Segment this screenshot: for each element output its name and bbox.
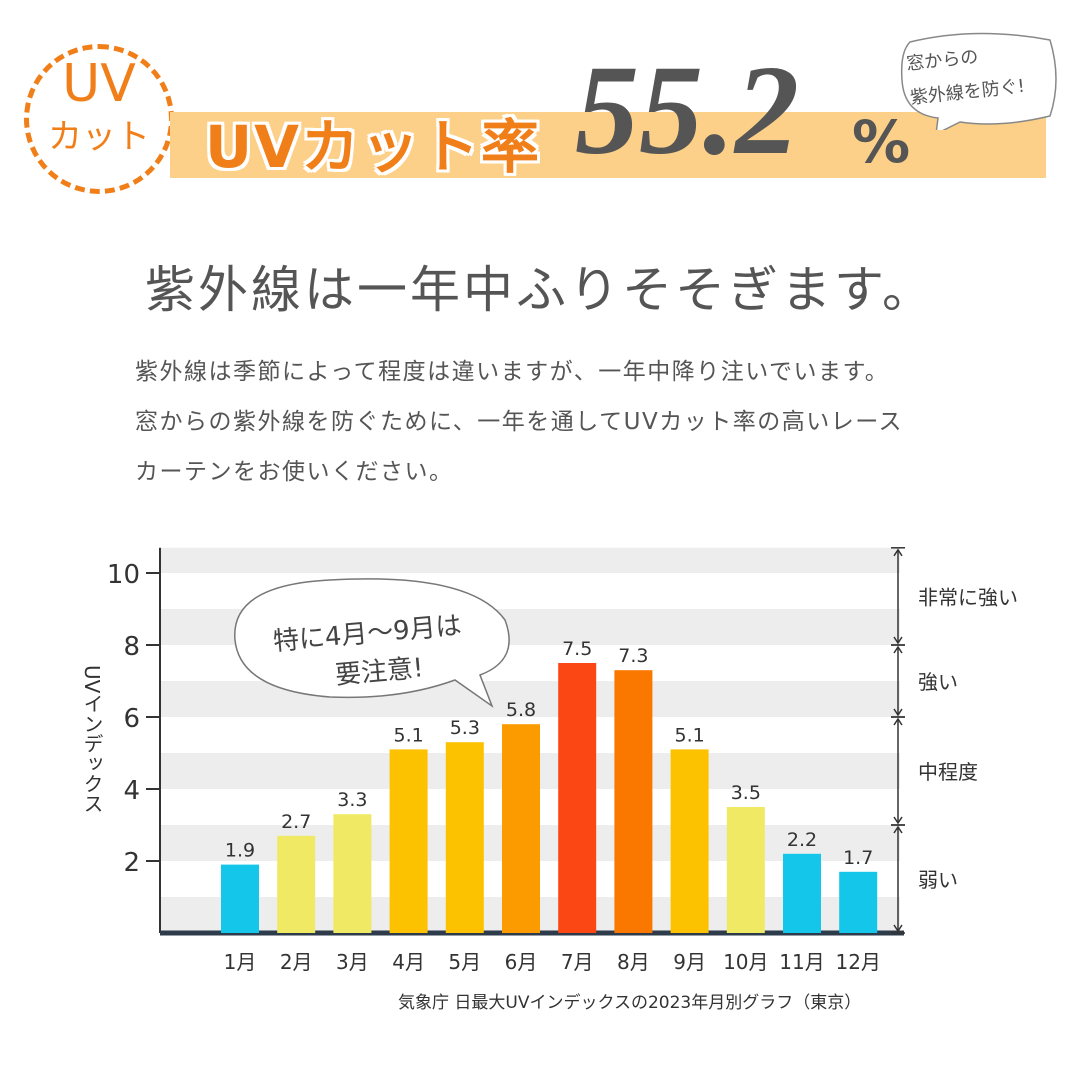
level-label: 強い (918, 670, 958, 694)
bar-5月 (445, 742, 484, 933)
x-tick-label: 1月 (224, 950, 257, 974)
arrow-down-icon (893, 636, 903, 645)
bar-value-label: 1.7 (843, 847, 873, 869)
paragraph-line-1: 紫外線は季節によって程度は違いますが、一年中降り注いでいます。 (135, 359, 890, 385)
bar-9月 (670, 749, 709, 933)
level-label: 非常に強い (918, 585, 1018, 609)
bar-value-label: 5.1 (674, 724, 704, 746)
bar-12月 (839, 871, 878, 933)
uv-index-chart: 2 4 6 8 10 1.9 1月 2.7 2月 3.3 3月 5.1 4月 5.3 5月 5.8 6月 7.5… (107, 547, 1018, 974)
arrow-up-icon (893, 825, 903, 834)
bar-value-label: 7.5 (562, 638, 592, 660)
arrow-up-icon (893, 548, 903, 557)
uv-badge-bottom: カット (48, 117, 150, 157)
paragraph-line-3: カーテンをお使いください。 (135, 459, 454, 485)
bar-3月 (333, 814, 372, 933)
arrow-up-icon (893, 717, 903, 726)
chart-source: 気象庁 日最大UVインデックスの2023年月別グラフ（東京） (398, 993, 862, 1013)
bar-value-label: 5.8 (506, 699, 536, 721)
y-tick-label: 2 (123, 848, 140, 878)
x-tick-label: 6月 (505, 950, 538, 974)
bar-8月 (614, 670, 653, 933)
uv-cut-title: UVカット率 (205, 113, 541, 181)
y-tick-label: 8 (123, 632, 140, 662)
bar-value-label: 2.2 (787, 829, 817, 851)
x-tick-label: 9月 (673, 950, 706, 974)
bar-11月 (783, 853, 821, 933)
x-tick-label: 12月 (835, 950, 880, 974)
uv-cut-rate-value: 55.2 (575, 39, 799, 181)
x-tick-label: 7月 (561, 950, 594, 974)
header-band (170, 112, 1046, 178)
uv-badge-top: UV (62, 54, 136, 114)
x-tick-label: 5月 (448, 950, 481, 974)
bar-value-label: 1.9 (225, 840, 255, 862)
bar-value-label: 2.7 (281, 811, 311, 833)
bar-1月 (221, 864, 259, 933)
uv-cut-rate-unit: % (852, 108, 911, 176)
arrow-down-icon (893, 708, 903, 717)
x-tick-label: 3月 (336, 950, 369, 974)
bar-value-label: 5.1 (393, 724, 423, 746)
bar-10月 (726, 807, 765, 933)
paragraph-line-2: 窓からの紫外線を防ぐために、一年を通してUVカット率の高いレース (135, 409, 904, 435)
bar-value-label: 5.3 (450, 717, 480, 739)
bar-value-label: 3.3 (337, 789, 367, 811)
bar-6月 (502, 724, 540, 933)
x-tick-label: 2月 (280, 950, 313, 974)
x-tick-label: 8月 (617, 950, 650, 974)
bar-4月 (389, 749, 428, 933)
y-axis-label: UVインデックス (80, 665, 104, 814)
x-tick-label: 11月 (779, 950, 824, 974)
bar-value-label: 3.5 (731, 782, 761, 804)
arrow-up-icon (893, 645, 903, 654)
speech-bubble-header (900, 32, 1057, 130)
x-tick-label: 4月 (392, 950, 425, 974)
level-label: 弱い (918, 868, 958, 892)
bar-7月 (558, 663, 597, 933)
bar-value-label: 7.3 (618, 645, 648, 667)
arrow-down-icon (893, 924, 903, 933)
y-tick-label: 10 (107, 560, 140, 590)
headline: 紫外線は一年中ふりそそぎます。 (145, 261, 935, 319)
arrow-down-icon (893, 816, 903, 825)
grid-band (160, 547, 900, 573)
x-tick-label: 10月 (723, 950, 768, 974)
y-tick-label: 6 (123, 704, 140, 734)
y-tick-label: 4 (123, 776, 140, 806)
annotation-bubble: 特に4月～9月は 要注意! (234, 578, 510, 709)
level-label: 中程度 (918, 760, 978, 784)
bar-2月 (277, 835, 316, 933)
